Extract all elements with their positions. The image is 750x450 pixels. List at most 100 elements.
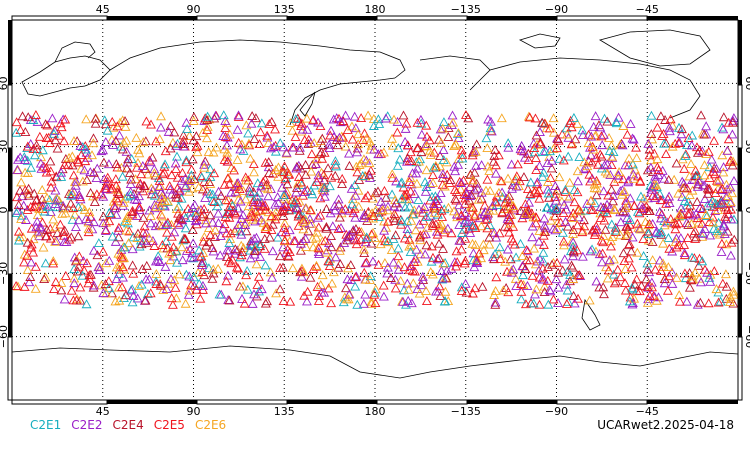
observation-marker	[597, 257, 607, 267]
observation-marker	[524, 112, 535, 122]
observation-marker	[324, 256, 335, 266]
observation-marker	[79, 165, 90, 175]
observation-marker	[437, 169, 448, 179]
observation-marker	[725, 250, 736, 260]
observation-marker	[340, 141, 351, 151]
observation-marker	[162, 217, 173, 227]
observation-marker	[604, 132, 615, 142]
observation-marker	[609, 204, 620, 214]
observation-marker	[121, 290, 131, 300]
observation-marker	[59, 225, 70, 235]
observation-marker	[141, 116, 152, 126]
observation-marker	[80, 144, 91, 154]
observation-marker	[358, 298, 369, 308]
observation-marker	[438, 273, 449, 283]
observation-marker	[690, 165, 701, 175]
observation-marker	[48, 258, 59, 268]
observation-marker	[235, 196, 246, 206]
observation-marker	[459, 258, 470, 268]
observation-marker	[353, 185, 364, 195]
observation-marker	[550, 225, 561, 235]
observation-marker	[157, 211, 168, 221]
observation-marker	[391, 198, 402, 208]
observation-marker	[197, 266, 208, 276]
observation-marker	[251, 291, 262, 301]
observation-marker	[405, 172, 416, 182]
observation-marker	[437, 179, 448, 189]
observation-marker	[375, 239, 386, 249]
observation-marker	[98, 157, 109, 167]
observation-marker	[15, 185, 25, 195]
observation-marker	[329, 200, 340, 210]
observation-marker	[467, 202, 478, 212]
observation-marker	[270, 140, 281, 150]
observation-marker	[233, 177, 243, 187]
observation-marker	[519, 172, 529, 182]
observation-marker	[710, 206, 721, 216]
observation-marker	[26, 162, 36, 172]
observation-marker	[118, 137, 129, 147]
observation-marker	[123, 154, 134, 164]
observation-marker	[473, 194, 484, 204]
observation-marker	[114, 268, 124, 278]
observation-marker	[587, 244, 598, 254]
observation-marker	[155, 122, 166, 132]
observation-marker	[617, 185, 628, 195]
observation-marker	[478, 239, 489, 249]
observation-marker	[577, 125, 588, 135]
observation-marker	[98, 191, 109, 201]
observation-marker	[604, 255, 615, 265]
observation-marker	[98, 145, 109, 155]
observation-marker	[442, 223, 453, 233]
observation-marker	[400, 123, 411, 133]
observation-marker	[476, 193, 487, 203]
observation-marker	[342, 124, 353, 134]
observation-marker	[562, 129, 573, 139]
observation-marker	[235, 226, 246, 236]
observation-marker	[273, 171, 284, 181]
observation-marker	[270, 164, 281, 174]
observation-marker	[154, 181, 165, 191]
observation-marker	[321, 223, 332, 233]
observation-marker	[287, 263, 298, 273]
observation-marker	[320, 235, 331, 245]
top-lon-label: 135	[274, 3, 295, 16]
observation-marker	[142, 169, 153, 179]
observation-marker	[323, 163, 333, 173]
observation-marker	[406, 298, 417, 308]
observation-marker	[683, 133, 694, 142]
observation-marker	[544, 123, 555, 133]
observation-marker	[490, 168, 501, 178]
observation-marker	[400, 190, 411, 200]
observation-marker	[532, 177, 543, 187]
observation-marker	[460, 233, 471, 243]
observation-marker	[205, 188, 216, 198]
observation-marker	[373, 114, 384, 124]
observation-marker	[415, 235, 426, 245]
observation-marker	[121, 212, 132, 222]
observation-marker	[374, 118, 385, 128]
observation-marker	[178, 130, 189, 140]
observation-marker	[136, 169, 147, 179]
observation-marker	[496, 113, 507, 123]
observation-marker	[568, 213, 579, 223]
right-lat-label: −60	[743, 325, 750, 348]
observation-marker	[79, 204, 90, 214]
observation-marker	[588, 144, 599, 154]
observation-marker	[663, 174, 674, 184]
observation-marker	[402, 224, 413, 233]
observation-marker	[431, 286, 442, 296]
observation-marker	[213, 208, 224, 218]
observation-marker	[450, 193, 461, 203]
observation-marker	[156, 197, 167, 207]
observation-marker	[482, 174, 493, 184]
observation-marker	[128, 268, 139, 278]
observation-marker	[650, 171, 661, 181]
observation-marker	[117, 115, 128, 125]
observation-marker	[491, 160, 502, 170]
observation-marker	[432, 254, 443, 264]
observation-marker	[471, 160, 482, 170]
observation-marker	[17, 191, 28, 201]
observation-marker	[624, 296, 635, 306]
observation-marker	[326, 242, 337, 252]
